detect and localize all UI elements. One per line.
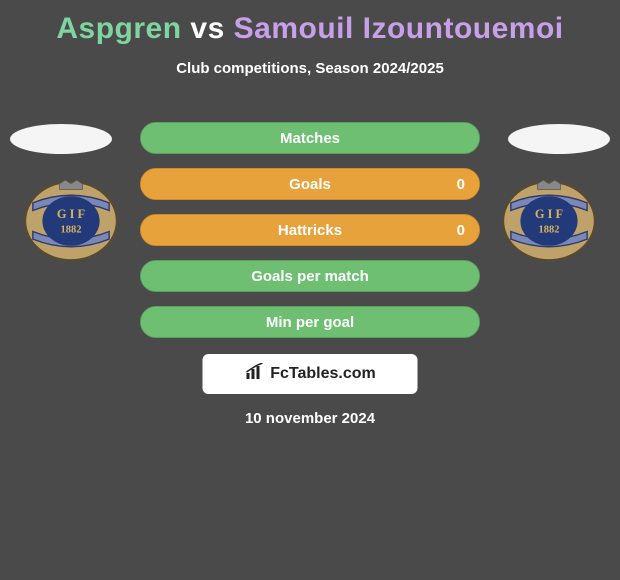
- stat-row-1: Goals 0: [140, 168, 480, 200]
- stat-label: Goals per match: [251, 268, 369, 285]
- player2-avatar-placeholder: [508, 124, 610, 154]
- stat-value-right: 0: [457, 222, 465, 239]
- page-title: Aspgren vs Samouil Izountouemoi: [0, 0, 620, 46]
- vs-text: vs: [190, 12, 233, 45]
- svg-text:G I F: G I F: [57, 207, 85, 221]
- stat-value-right: 0: [457, 176, 465, 193]
- player1-avatar-placeholder: [10, 124, 112, 154]
- stat-label: Goals: [289, 176, 331, 193]
- svg-text:G I F: G I F: [535, 207, 563, 221]
- stat-row-0: Matches: [140, 122, 480, 154]
- svg-text:1882: 1882: [61, 224, 82, 235]
- stat-row-2: Hattricks 0: [140, 214, 480, 246]
- player1-name: Aspgren: [56, 12, 181, 45]
- stat-label: Hattricks: [278, 222, 342, 239]
- brand-text: FcTables.com: [270, 365, 376, 383]
- player2-name: Samouil Izountouemoi: [234, 12, 564, 45]
- svg-text:1882: 1882: [539, 224, 560, 235]
- stat-row-3: Goals per match: [140, 260, 480, 292]
- stat-label: Min per goal: [266, 314, 354, 331]
- chart-icon: [244, 363, 266, 386]
- date-text: 10 november 2024: [0, 410, 620, 427]
- brand-box[interactable]: FcTables.com: [203, 354, 418, 394]
- player2-club-badge: G I F 1882: [500, 180, 598, 262]
- stat-label: Matches: [280, 130, 340, 147]
- subtitle: Club competitions, Season 2024/2025: [0, 60, 620, 77]
- stat-row-4: Min per goal: [140, 306, 480, 338]
- stats-container: Matches Goals 0 Hattricks 0 Goals per match Mi…: [140, 122, 480, 352]
- player1-club-badge: G I F 1882: [22, 180, 120, 262]
